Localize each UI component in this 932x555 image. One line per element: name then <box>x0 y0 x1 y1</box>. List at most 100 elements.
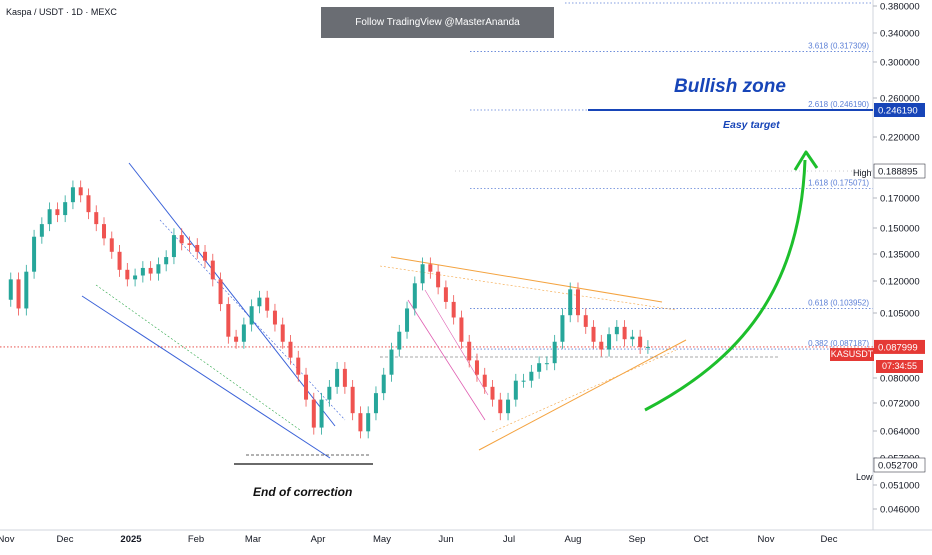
triangle-lower-line <box>478 339 687 451</box>
x-tick-label: 2025 <box>120 534 142 545</box>
candle-body <box>210 260 215 280</box>
candle-body <box>622 326 627 340</box>
candle-body <box>117 251 122 270</box>
fib-label: 3.618 (0.317309) <box>808 42 869 51</box>
candle-body <box>498 399 503 414</box>
x-tick-label: Dec <box>57 534 74 545</box>
candle-body <box>389 349 394 375</box>
candle-body <box>490 386 495 400</box>
candle-body <box>552 341 557 364</box>
candle-body <box>319 399 324 428</box>
candle-body <box>506 399 511 414</box>
candle-body <box>94 212 99 225</box>
x-tick-label: Aug <box>565 534 582 545</box>
x-tick-label: Nov <box>0 534 15 545</box>
price-badge-value: 0.246190 <box>878 106 918 117</box>
fib-label: 2.618 (0.246190) <box>808 100 869 109</box>
high-label: High <box>853 168 872 178</box>
bullish-arrow <box>644 159 807 412</box>
candle-body <box>436 271 441 288</box>
candle-body <box>638 336 643 347</box>
follow-banner[interactable]: Follow TradingView @MasterAnanda <box>321 7 554 38</box>
y-tick-label: 0.380000 <box>880 2 920 13</box>
y-tick-label: 0.072000 <box>880 399 920 410</box>
candle-body <box>24 271 29 309</box>
candle-body <box>257 297 262 307</box>
candle-body <box>482 374 487 387</box>
x-tick-label: Jul <box>503 534 515 545</box>
candle-body <box>428 264 433 272</box>
fib-levels: 3.618 (0.317309) 2.618 (0.246190) 1.618 (0… <box>470 42 873 350</box>
candles <box>8 180 650 439</box>
x-tick-label: Sep <box>629 534 646 545</box>
easy-target-label: Easy target <box>723 119 780 131</box>
candle-body <box>327 386 332 400</box>
price-badge-box <box>874 339 925 354</box>
y-tick-label: 0.260000 <box>880 94 920 105</box>
y-tick-label: 0.080000 <box>880 374 920 385</box>
candle-body <box>397 331 402 350</box>
x-tick-label: Apr <box>311 534 326 545</box>
candle-body <box>78 187 83 196</box>
candle-body <box>109 238 114 252</box>
y-tick-label: 0.340000 <box>880 29 920 40</box>
candle-body <box>156 264 161 274</box>
bullish-zone-label: Bullish zone <box>674 76 786 97</box>
fib-label: 0.382 (0.087187) <box>808 339 869 348</box>
y-tick-label: 0.051000 <box>880 481 920 492</box>
candle-body <box>358 413 363 432</box>
candle-body <box>171 235 176 258</box>
fib-label: 1.618 (0.175071) <box>808 179 869 188</box>
candle-body <box>529 371 534 381</box>
candle-body <box>70 187 75 203</box>
candle-body <box>350 386 355 414</box>
candle-body <box>607 334 612 350</box>
candle-body <box>544 363 549 365</box>
triangle-upper-dash <box>379 265 677 311</box>
candle-body <box>420 264 425 284</box>
candle-body <box>16 279 21 309</box>
y-tick-label: 0.300000 <box>880 58 920 69</box>
price-badge-value: 0.188895 <box>878 167 918 178</box>
candle-body <box>47 209 52 225</box>
candle-body <box>179 235 184 244</box>
candle-body <box>537 363 542 372</box>
x-tick-label: May <box>373 534 391 545</box>
candle-body <box>63 202 68 216</box>
candle-body <box>443 287 448 302</box>
wedge-line-2 <box>424 289 489 396</box>
candle-body <box>55 209 60 216</box>
channel-upper-line <box>128 162 336 427</box>
candle-body <box>187 243 192 245</box>
symbol-title: Kaspa / USDT · 1D · MEXC <box>6 7 117 17</box>
candle-body <box>381 374 386 394</box>
candle-body <box>280 324 285 342</box>
fib-label: 0.618 (0.103952) <box>808 299 869 308</box>
price-badge: 0.087999 <box>874 339 925 354</box>
x-tick-label: Mar <box>245 534 261 545</box>
x-tick-label: Nov <box>758 534 775 545</box>
candle-body <box>366 413 371 432</box>
candle-body <box>272 310 277 325</box>
x-tick-label: Dec <box>821 534 838 545</box>
candle-body <box>241 324 246 342</box>
candle-body <box>39 224 44 237</box>
candle-body <box>125 269 130 280</box>
falling-channel <box>81 162 346 459</box>
candle-body <box>86 195 91 213</box>
price-badge-box <box>874 103 925 117</box>
candle-body <box>405 308 410 332</box>
channel-mid-line-2 <box>95 284 301 431</box>
wedge-line <box>407 299 486 421</box>
price-badge-value: 0.052700 <box>878 461 918 472</box>
end-of-correction-label: End of correction <box>253 485 353 499</box>
candle-body <box>226 304 231 337</box>
x-tick-label: Jun <box>438 534 453 545</box>
candle-body <box>599 341 604 350</box>
candle-body <box>459 317 464 342</box>
candle-body <box>133 275 138 280</box>
candle-body <box>342 368 347 387</box>
candle-body <box>568 289 573 316</box>
